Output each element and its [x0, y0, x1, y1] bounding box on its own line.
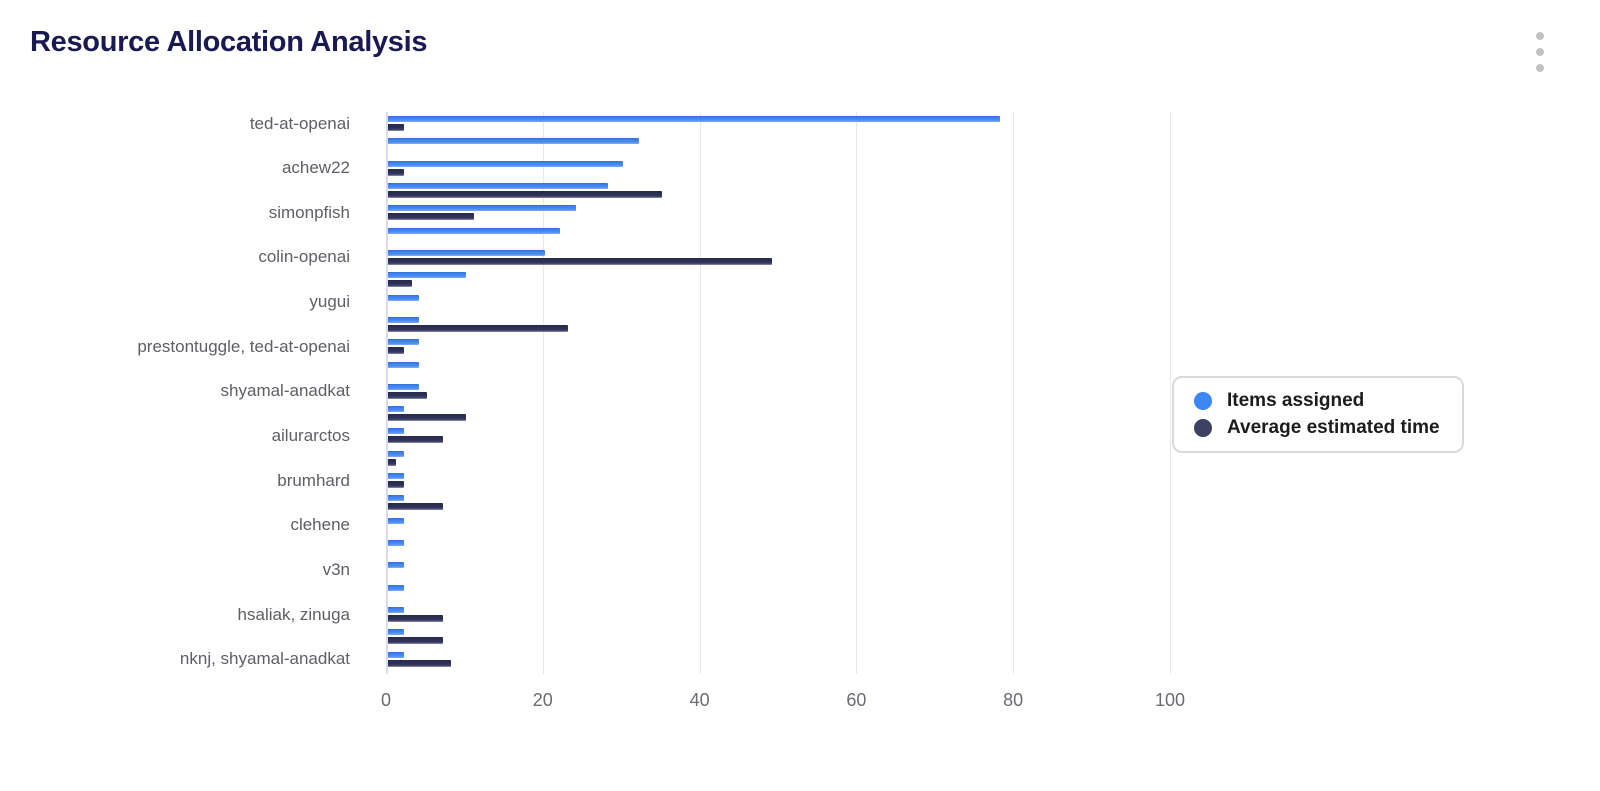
bar-items-assigned[interactable]: [388, 339, 420, 346]
bar-items-assigned[interactable]: [388, 495, 404, 502]
bar-average-estimated-time[interactable]: [388, 458, 396, 466]
legend-item-items-assigned[interactable]: Items assigned: [1194, 390, 1440, 412]
x-tick-label: 100: [1154, 690, 1186, 710]
gridline: [542, 112, 544, 674]
x-tick-label: 80: [1003, 690, 1024, 710]
bar-items-assigned[interactable]: [388, 383, 420, 390]
bar-items-assigned[interactable]: [388, 607, 404, 614]
bar-average-estimated-time[interactable]: [388, 481, 404, 489]
bar-average-estimated-time[interactable]: [388, 280, 412, 288]
bar-items-assigned[interactable]: [388, 138, 639, 145]
legend: Items assigned Average estimated time: [1172, 376, 1464, 453]
kebab-dot: [1536, 48, 1544, 56]
bar-average-estimated-time[interactable]: [388, 503, 443, 511]
bar-average-estimated-time[interactable]: [388, 213, 475, 221]
bar-items-assigned[interactable]: [388, 651, 404, 658]
bar-items-assigned[interactable]: [388, 517, 404, 524]
y-axis-labels: ted-at-openai achew22 simonpfish colin-open…: [0, 112, 350, 678]
bar-average-estimated-time[interactable]: [388, 190, 663, 198]
bar-average-estimated-time[interactable]: [388, 168, 404, 176]
category-label: hsaliak, zinuga: [237, 604, 350, 624]
category-label: achew22: [281, 158, 350, 178]
bar-items-assigned[interactable]: [388, 272, 467, 279]
x-tick-label: 20: [532, 690, 553, 710]
page-title: Resource Allocation Analysis: [30, 26, 428, 58]
bar-items-assigned[interactable]: [388, 473, 404, 480]
bar-items-assigned[interactable]: [388, 629, 404, 636]
category-label: colin-openai: [258, 247, 350, 267]
gridline: [856, 112, 858, 674]
bar-average-estimated-time[interactable]: [388, 615, 443, 623]
plot-area: 0 20 40 60 80 100: [381, 112, 1456, 710]
category-label: ailurarctos: [271, 425, 350, 445]
bar-items-assigned[interactable]: [388, 227, 561, 234]
category-label: v3n: [322, 559, 350, 579]
legend-dot-average-estimated-time: [1194, 419, 1212, 437]
x-tick-label: 40: [689, 690, 710, 710]
bar-average-estimated-time[interactable]: [388, 414, 467, 422]
bar-average-estimated-time[interactable]: [388, 347, 404, 355]
bar-average-estimated-time[interactable]: [388, 637, 443, 645]
kebab-dot: [1536, 32, 1544, 40]
category-label: yugui: [309, 292, 350, 312]
legend-label: Average estimated time: [1227, 417, 1440, 438]
gridline: [1013, 112, 1015, 674]
gridline: [1170, 112, 1171, 674]
bar-items-assigned[interactable]: [388, 294, 420, 301]
bar-items-assigned[interactable]: [388, 428, 404, 435]
x-tick-label: 0: [380, 690, 391, 710]
bar-items-assigned[interactable]: [388, 361, 420, 368]
bar-items-assigned[interactable]: [388, 182, 608, 189]
kebab-dot: [1536, 64, 1544, 72]
category-label: shyamal-anadkat: [220, 381, 350, 401]
legend-dot-items-assigned: [1194, 392, 1212, 410]
kebab-menu-icon[interactable]: [1528, 32, 1552, 72]
bar-average-estimated-time[interactable]: [388, 257, 773, 265]
bar-items-assigned[interactable]: [388, 316, 420, 323]
bar-items-assigned[interactable]: [388, 450, 404, 457]
category-label: ted-at-openai: [249, 113, 350, 133]
bar-items-assigned[interactable]: [388, 249, 545, 256]
category-label: simonpfish: [268, 202, 350, 222]
category-label: nknj, shyamal-anadkat: [179, 649, 350, 669]
legend-label: Items assigned: [1227, 390, 1365, 411]
x-tick-label: 60: [846, 690, 867, 710]
bar-average-estimated-time[interactable]: [388, 124, 404, 131]
gridline: [699, 112, 701, 674]
bar-items-assigned[interactable]: [388, 584, 404, 591]
bar-average-estimated-time[interactable]: [388, 391, 428, 399]
legend-item-average-estimated-time[interactable]: Average estimated time: [1194, 417, 1440, 439]
bar-items-assigned[interactable]: [388, 562, 404, 569]
bar-items-assigned[interactable]: [388, 406, 404, 413]
bar-items-assigned[interactable]: [388, 540, 404, 547]
bar-items-assigned[interactable]: [388, 116, 1000, 122]
y-axis-line: [386, 112, 388, 674]
bar-items-assigned[interactable]: [388, 205, 577, 212]
bar-items-assigned[interactable]: [388, 160, 624, 167]
category-label: clehene: [290, 515, 350, 535]
bar-average-estimated-time[interactable]: [388, 324, 569, 332]
category-label: brumhard: [277, 470, 350, 490]
bar-average-estimated-time[interactable]: [388, 436, 443, 444]
category-label: prestontuggle, ted-at-openai: [137, 336, 350, 356]
bar-average-estimated-time[interactable]: [388, 659, 451, 667]
